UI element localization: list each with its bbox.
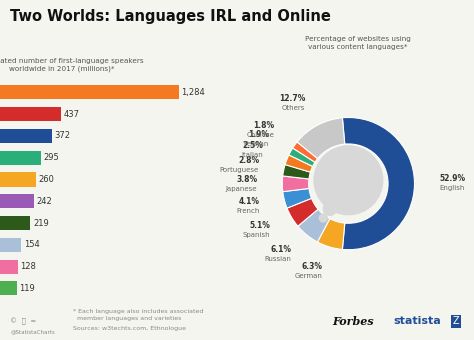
Text: 6.1%: 6.1% xyxy=(270,245,291,255)
Text: 242: 242 xyxy=(36,197,52,206)
Wedge shape xyxy=(283,176,309,192)
Text: Sources: w3techts.com, Ethnologue: Sources: w3techts.com, Ethnologue xyxy=(73,326,186,332)
Bar xyxy=(0,238,21,252)
Text: @StatistaCharts: @StatistaCharts xyxy=(10,329,55,334)
Text: 154: 154 xyxy=(24,240,40,249)
Text: 372: 372 xyxy=(55,132,70,140)
Text: 1.8%: 1.8% xyxy=(253,121,274,130)
Bar xyxy=(0,216,30,230)
Wedge shape xyxy=(318,219,345,250)
Wedge shape xyxy=(285,155,313,172)
Text: 3.8%: 3.8% xyxy=(236,175,257,184)
Text: Chinese: Chinese xyxy=(246,132,274,138)
Text: 2.8%: 2.8% xyxy=(238,156,259,165)
Text: Estimated number of first-language speakers
worldwide in 2017 (millions)*: Estimated number of first-language speak… xyxy=(0,58,144,72)
Text: Italian: Italian xyxy=(242,152,264,158)
Text: 4.1%: 4.1% xyxy=(239,197,260,206)
Circle shape xyxy=(319,214,327,222)
Bar xyxy=(0,151,41,165)
Text: 260: 260 xyxy=(39,175,55,184)
Circle shape xyxy=(323,202,337,215)
Text: Portuguese: Portuguese xyxy=(220,167,259,173)
Text: 5.1%: 5.1% xyxy=(249,221,270,231)
Text: * Each language also includes associated
  member languages and varieties: * Each language also includes associated… xyxy=(73,309,204,321)
Bar xyxy=(0,259,18,274)
Text: Spanish: Spanish xyxy=(243,232,270,238)
Text: 6.3%: 6.3% xyxy=(301,262,322,271)
Text: 437: 437 xyxy=(64,110,79,119)
Wedge shape xyxy=(292,142,318,162)
Wedge shape xyxy=(342,118,414,250)
Text: Russian: Russian xyxy=(264,256,291,262)
Text: Z: Z xyxy=(453,316,459,326)
Wedge shape xyxy=(283,165,310,179)
Text: 12.7%: 12.7% xyxy=(279,94,305,103)
Text: Two Worlds: Languages IRL and Online: Two Worlds: Languages IRL and Online xyxy=(10,8,331,23)
Text: 1,284: 1,284 xyxy=(181,88,205,97)
Text: 219: 219 xyxy=(33,219,49,227)
Bar xyxy=(0,129,52,143)
Text: 2.5%: 2.5% xyxy=(243,141,264,150)
Wedge shape xyxy=(298,209,330,242)
Text: German: German xyxy=(294,273,322,279)
Text: Forbes: Forbes xyxy=(332,316,374,327)
Wedge shape xyxy=(283,188,311,208)
Wedge shape xyxy=(287,198,318,226)
Text: 1.9%: 1.9% xyxy=(248,130,269,139)
Text: 52.9%: 52.9% xyxy=(439,174,466,184)
Text: 295: 295 xyxy=(44,153,59,162)
Wedge shape xyxy=(297,118,345,158)
Bar xyxy=(0,85,179,100)
Text: ©  Ⓕ  =: © Ⓕ = xyxy=(10,318,36,325)
Text: Japanese: Japanese xyxy=(226,186,257,191)
Text: Others: Others xyxy=(282,105,305,111)
Text: statista: statista xyxy=(393,316,441,326)
Wedge shape xyxy=(289,148,315,166)
Bar xyxy=(0,172,36,187)
Text: 119: 119 xyxy=(19,284,35,293)
Text: English: English xyxy=(439,185,465,191)
Text: Percentage of websites using
various content languages*: Percentage of websites using various con… xyxy=(305,36,411,50)
Bar xyxy=(0,281,17,295)
Bar xyxy=(0,194,34,208)
Text: Persian: Persian xyxy=(243,141,269,147)
Bar xyxy=(0,107,61,121)
Text: French: French xyxy=(237,208,260,214)
Circle shape xyxy=(314,146,383,215)
Text: 128: 128 xyxy=(20,262,36,271)
